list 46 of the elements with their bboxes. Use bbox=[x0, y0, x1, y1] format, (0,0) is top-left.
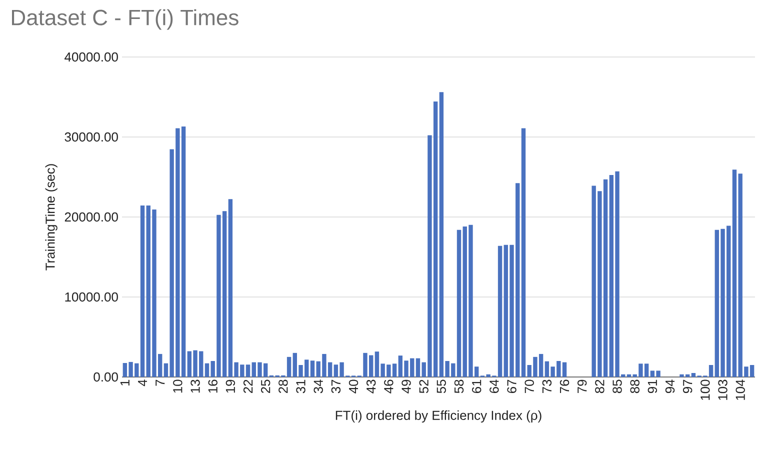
x-tick-label: 31 bbox=[296, 380, 306, 394]
x-tick-label: 61 bbox=[472, 380, 482, 393]
x-tick-label: 19 bbox=[226, 380, 236, 393]
x-tick-label: 97 bbox=[682, 380, 692, 394]
x-tick-label: 10 bbox=[173, 380, 182, 393]
x-axis-title: FT(i) ordered by Efficiency Index (ρ) bbox=[336, 410, 542, 423]
x-tick-label: 1 bbox=[120, 380, 130, 386]
x-tick-label: 22 bbox=[243, 380, 253, 393]
x-tick-label: 28 bbox=[278, 380, 288, 393]
x-tick-label: 103 bbox=[718, 380, 728, 400]
x-tick-label: 94 bbox=[665, 380, 675, 394]
x-tick-label: 70 bbox=[524, 380, 534, 393]
x-tick-label: 13 bbox=[190, 380, 200, 393]
y-tick-label: 40000.00 bbox=[64, 52, 118, 62]
x-tick-label: 100 bbox=[700, 380, 710, 400]
x-tick-label: 43 bbox=[366, 380, 376, 394]
x-tick-label: 37 bbox=[331, 380, 341, 394]
bar bbox=[626, 374, 632, 377]
x-tick-label: 52 bbox=[419, 380, 428, 394]
bar bbox=[310, 360, 315, 377]
x-tick-label: 73 bbox=[542, 380, 552, 393]
y-tick-label: 30000.00 bbox=[64, 132, 118, 142]
x-tick-label: 25 bbox=[260, 380, 270, 393]
y-tick-label: 20000.00 bbox=[64, 212, 118, 222]
x-tick-label: 58 bbox=[454, 380, 464, 394]
x-tick-label: 79 bbox=[577, 380, 587, 393]
y-tick-label: 0.00 bbox=[94, 372, 118, 382]
x-tick-label: 55 bbox=[436, 380, 446, 394]
x-tick-label: 46 bbox=[384, 380, 394, 394]
chart-title: Dataset C - FT(i) Times bbox=[12, 9, 238, 30]
x-tick-label: 40 bbox=[348, 380, 358, 394]
x-tick-label: 91 bbox=[648, 380, 658, 394]
x-tick-label: 85 bbox=[612, 380, 622, 394]
x-tick-label: 16 bbox=[208, 380, 218, 393]
x-tick-label: 64 bbox=[490, 380, 499, 393]
x-tick-label: 4 bbox=[138, 380, 147, 386]
x-tick-label: 104 bbox=[736, 380, 745, 400]
x-tick-label: 49 bbox=[402, 380, 411, 394]
y-axis-title: TrainingTime (sec) bbox=[45, 164, 58, 270]
x-tick-label: 67 bbox=[507, 380, 516, 393]
x-tick-label: 88 bbox=[630, 380, 640, 394]
x-tick-label: 76 bbox=[560, 380, 570, 393]
x-tick-label: 7 bbox=[156, 380, 165, 386]
y-tick-label: 10000.00 bbox=[65, 292, 118, 302]
x-tick-label: 34 bbox=[314, 380, 323, 394]
x-tick-label: 82 bbox=[595, 380, 604, 394]
